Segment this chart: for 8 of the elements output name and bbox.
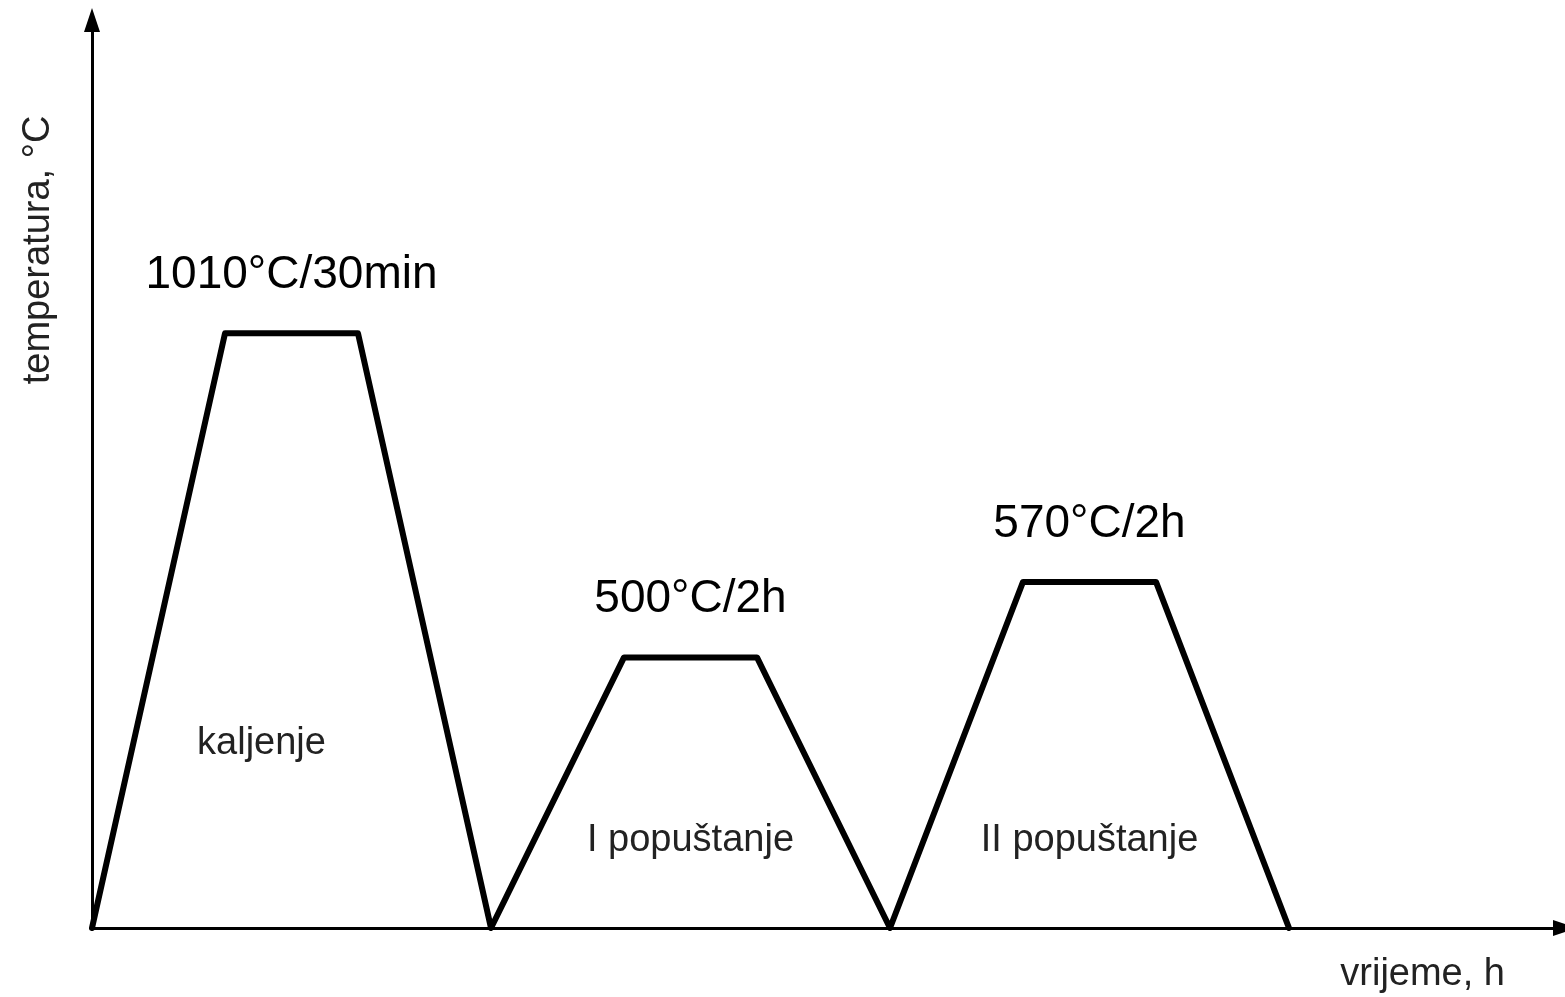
y-axis-title: temperatura, °C xyxy=(15,115,57,385)
annotation: II popuštanje xyxy=(980,817,1199,859)
text: 1010°C/30min xyxy=(145,246,438,299)
annotation: 500°C/2h xyxy=(594,570,787,623)
annotation: kaljenje xyxy=(197,719,326,762)
annotation: I popuštanje xyxy=(586,817,795,859)
x-axis-title: vrijeme, h xyxy=(1340,951,1506,993)
annotation: 570°C/2h xyxy=(993,494,1186,547)
